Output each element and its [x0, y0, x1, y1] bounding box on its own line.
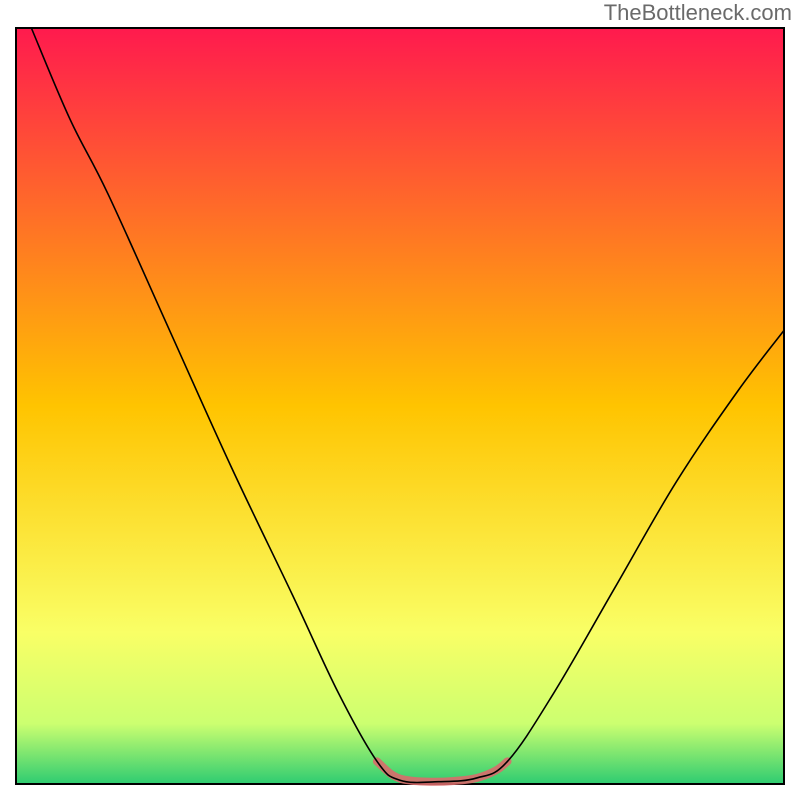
- bottleneck-chart: TheBottleneck.com: [0, 0, 800, 800]
- chart-svg: [0, 0, 800, 800]
- plot-background: [16, 28, 784, 784]
